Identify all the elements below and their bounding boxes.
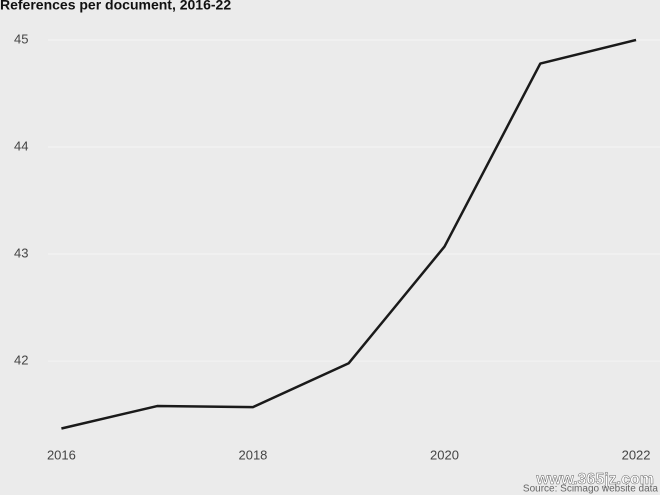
- source-note: Source: Scimago website data: [523, 484, 659, 495]
- y-tick-label: 44: [14, 138, 28, 153]
- y-tick-label: 45: [14, 31, 28, 46]
- y-tick-label: 43: [14, 245, 28, 260]
- x-tick-label: 2022: [622, 447, 651, 462]
- x-tick-label: 2020: [430, 447, 459, 462]
- y-tick-label: 42: [14, 353, 28, 368]
- x-tick-label: 2018: [238, 447, 267, 462]
- x-tick-label: 2016: [47, 447, 76, 462]
- chart-title: References per document, 2016-22: [0, 0, 231, 13]
- data-line: [61, 38, 637, 430]
- watermark: www.365jz.com: [535, 471, 654, 488]
